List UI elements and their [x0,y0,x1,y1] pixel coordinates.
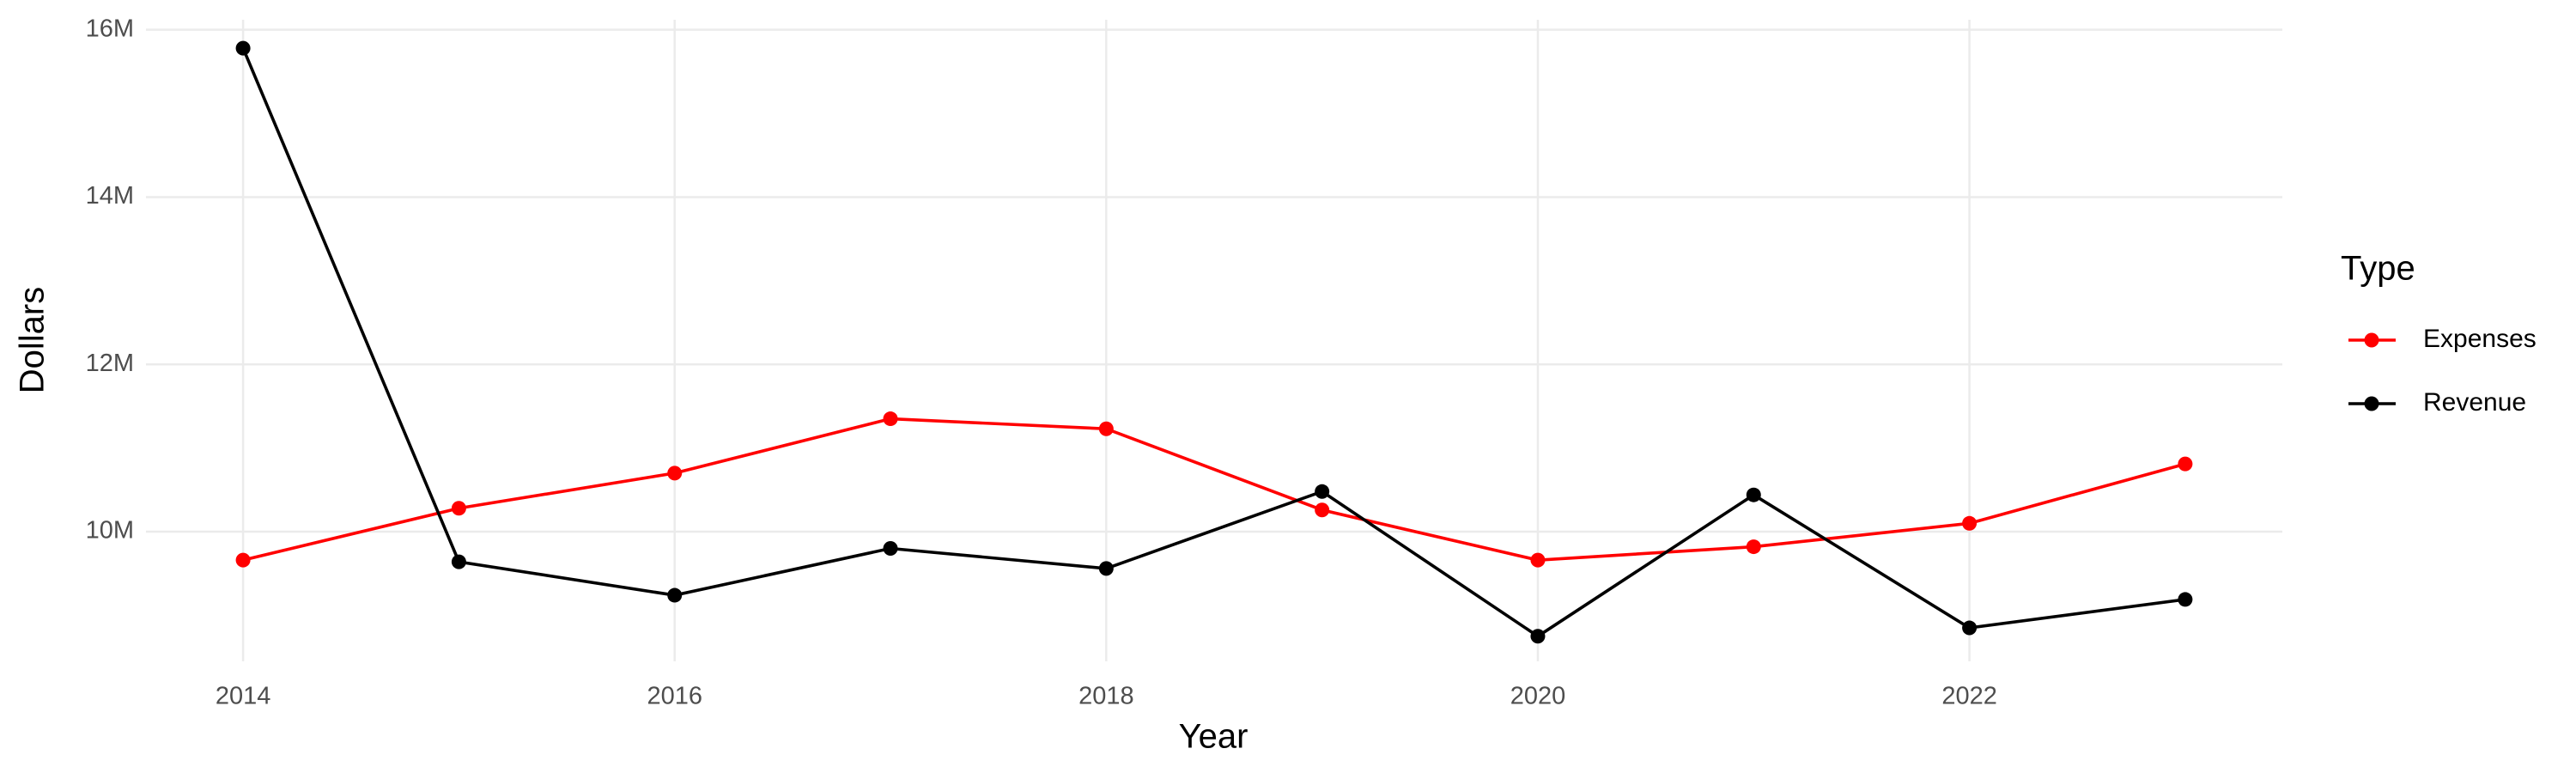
data-point [1962,515,1978,531]
x-tick-label: 2018 [1078,683,1134,710]
x-tick-label: 2022 [1941,683,1997,710]
data-point [1530,629,1546,644]
data-point [1746,487,1761,502]
data-point [667,587,683,603]
y-tick-label: 10M [86,517,134,545]
data-point [2178,592,2193,607]
data-point [1530,552,1546,568]
series-line [242,417,2186,562]
y-tick-label: 14M [86,182,134,210]
data-point [235,40,251,56]
legend-title: Type [2341,250,2415,288]
series-line [241,47,2186,638]
data-point [1098,421,1114,436]
data-point [1098,561,1114,576]
data-point [883,541,898,557]
legend-key-point [2364,332,2379,348]
y-tick-label: 16M [86,15,134,42]
data-point [1962,620,1978,636]
legend-label: Revenue [2423,388,2526,417]
legend-label: Expenses [2423,325,2537,353]
x-tick-label: 2016 [647,683,702,710]
legend-key-point [2364,396,2379,411]
data-point [1315,484,1330,499]
data-point [451,554,466,569]
x-axis-title: Year [1179,718,1249,756]
data-point [235,552,251,568]
data-point [883,411,898,427]
data-point [2178,456,2193,472]
data-point [667,466,683,481]
data-point [1746,539,1761,555]
x-tick-label: 2014 [216,683,271,710]
data-point [451,501,466,516]
data-point [1315,502,1330,518]
y-tick-label: 12M [86,350,134,377]
x-tick-label: 2020 [1510,683,1566,710]
y-axis-title: Dollars [14,287,52,393]
